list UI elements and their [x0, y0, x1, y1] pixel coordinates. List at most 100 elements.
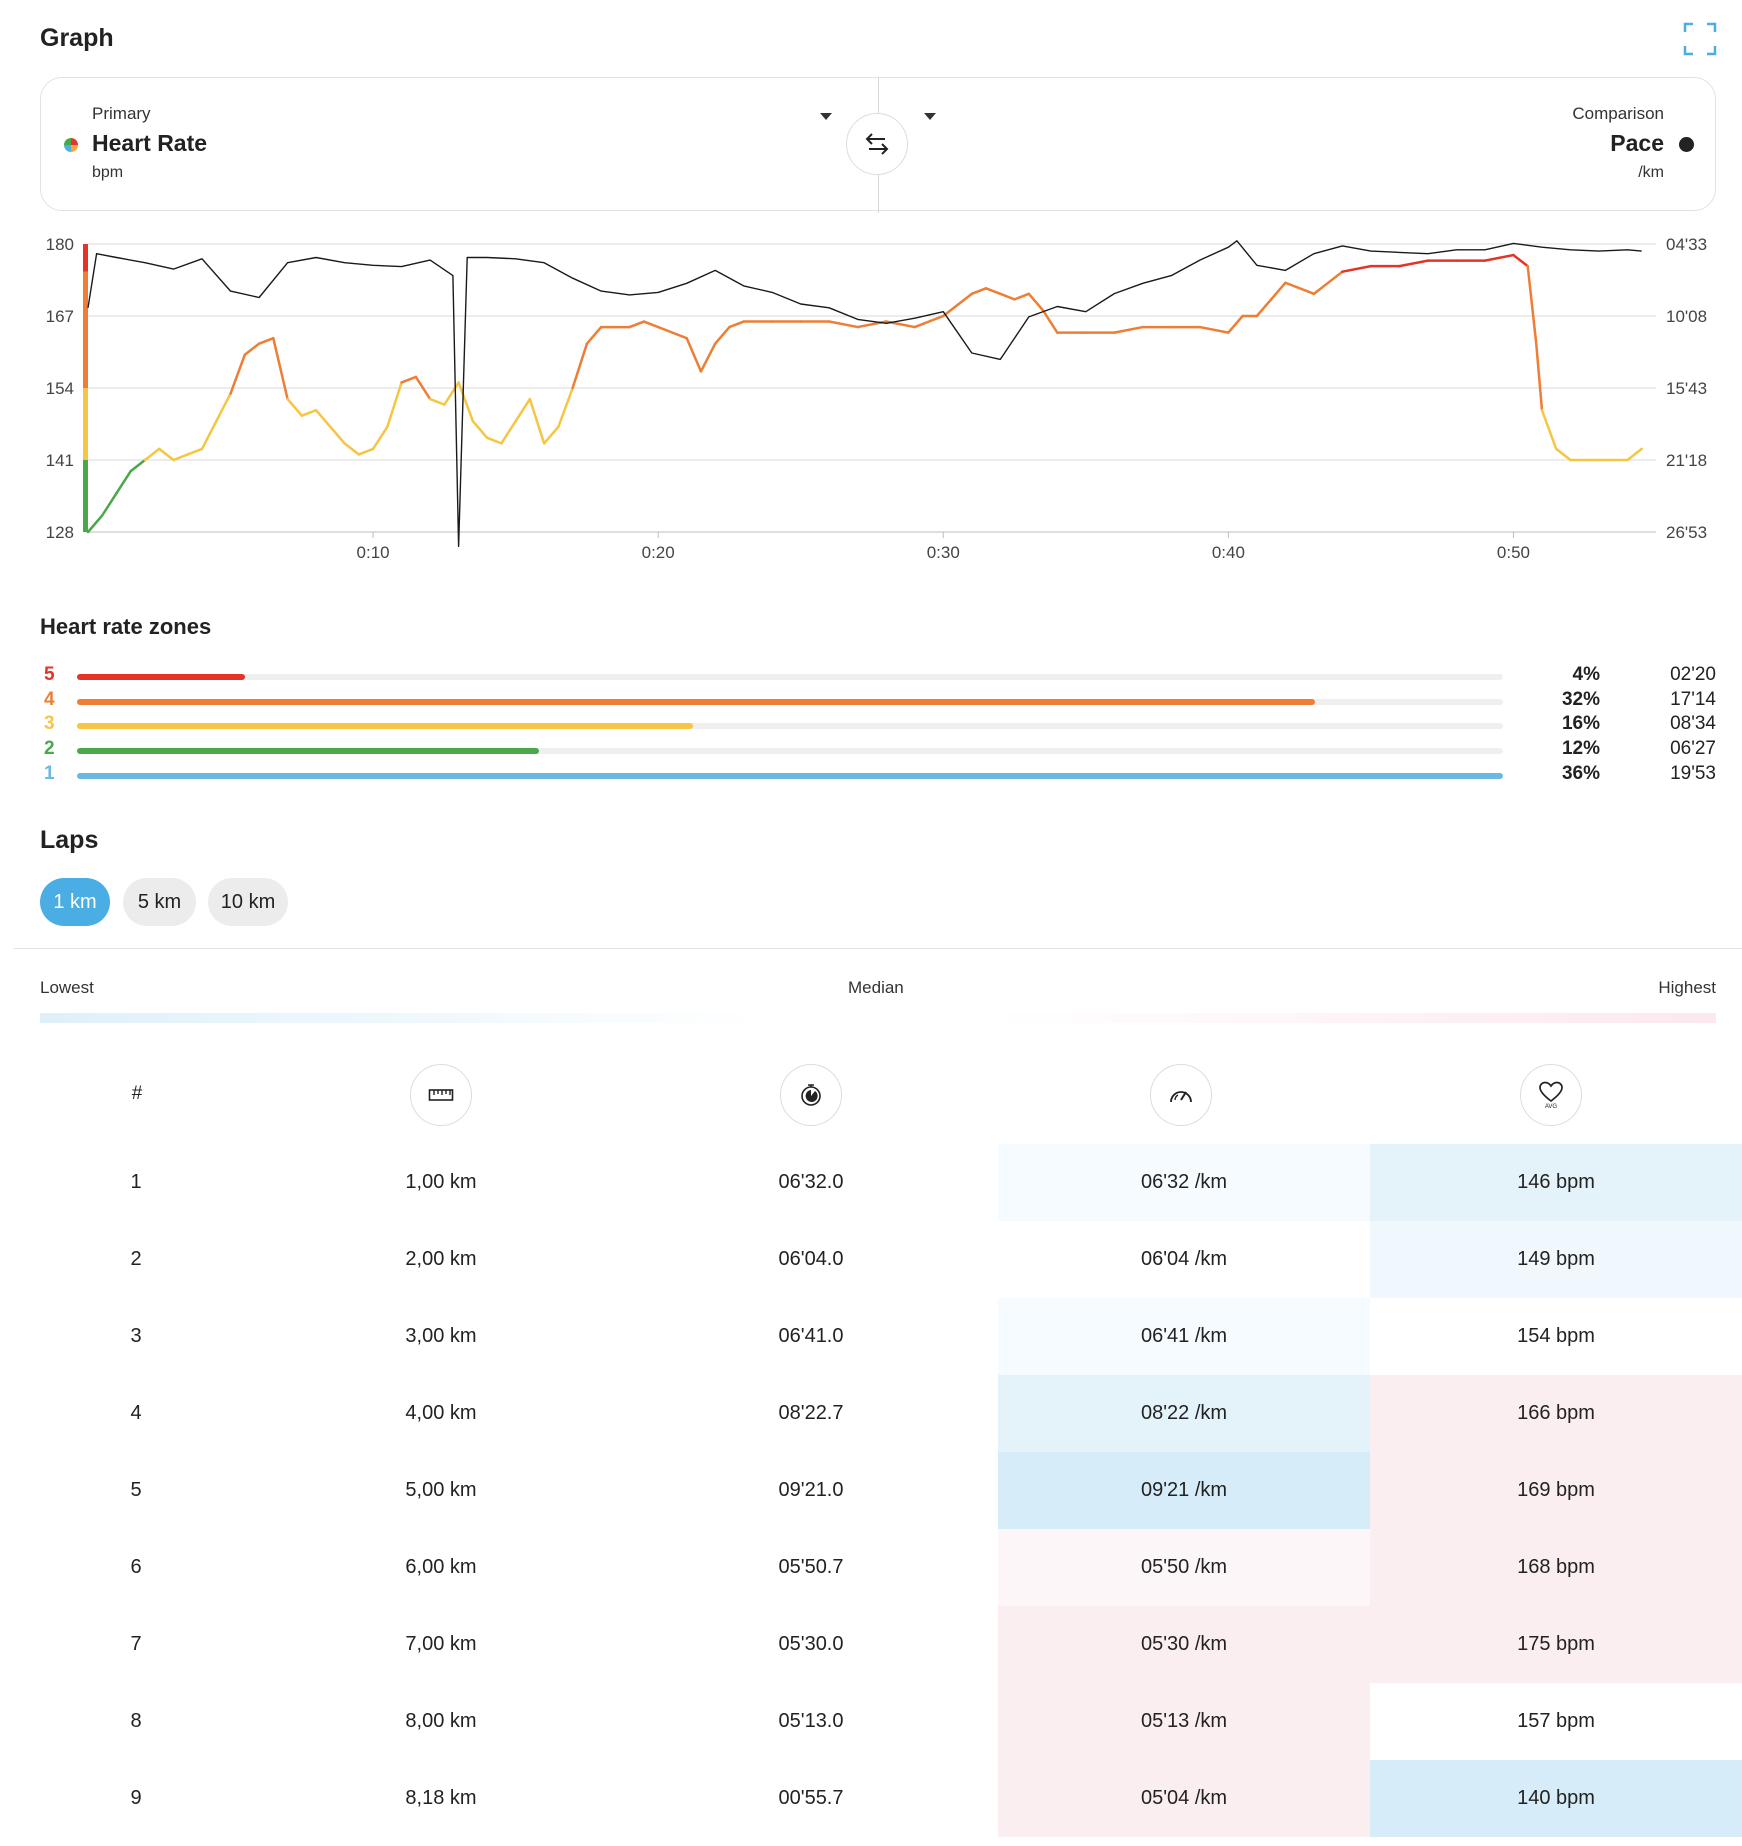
heart-rate-segment: [1227, 314, 1244, 334]
heart-rate-pace-chart[interactable]: 180 167 154 141 128 04'33 10'08 15'43 21'18 26'5…: [0, 228, 1742, 568]
lap-distance: 8,18 km: [405, 1787, 477, 1809]
lap-distance: 1,00 km: [405, 1171, 477, 1193]
zone-track: [77, 723, 1503, 730]
lap-distance: 6,00 km: [405, 1556, 477, 1578]
zone-duration: 17'14: [1670, 688, 1716, 710]
lap-pace: 05'50 /km: [998, 1529, 1370, 1606]
lap-number: 2: [130, 1248, 142, 1270]
lap-heart-rate: 149 bpm: [1370, 1221, 1742, 1298]
primary-dropdown-icon[interactable]: [820, 113, 832, 120]
zone-duration: 19'53: [1670, 762, 1716, 784]
legend-median: Median: [848, 978, 904, 997]
heart-rate-segment: [542, 425, 560, 445]
lap-pace: 05'04 /km: [998, 1760, 1370, 1837]
heart-rate-segment: [343, 442, 361, 456]
zone-number: 2: [44, 738, 55, 760]
heart-rate-segment: [428, 397, 446, 406]
lap-pace: 06'04 /km: [998, 1221, 1370, 1298]
x-tick-label: 0:40: [1212, 543, 1245, 562]
heart-rate-segment: [827, 320, 859, 329]
zone-row: 4 32% 17'14: [40, 689, 1716, 713]
heart-rate-column-button[interactable]: AVG: [1520, 1064, 1582, 1126]
table-row[interactable]: 9 8,18 km 00'55.7 05'04 /km 140 bpm: [0, 1760, 1742, 1837]
heart-rate-segment: [1398, 259, 1430, 268]
fullscreen-icon[interactable]: [1683, 22, 1717, 56]
comparison-metric[interactable]: Pace: [1610, 130, 1664, 156]
lap-number: 9: [130, 1787, 142, 1809]
swap-metrics-button[interactable]: [846, 113, 908, 175]
comparison-dropdown-icon[interactable]: [924, 113, 936, 120]
lap-duration: 06'32.0: [778, 1171, 844, 1193]
heart-avg-label: AVG: [1544, 1103, 1558, 1110]
heart-rate-segment: [272, 336, 289, 401]
lap-distance: 7,00 km: [405, 1633, 477, 1655]
graph-title: Graph: [40, 24, 114, 52]
zone-number: 3: [44, 713, 55, 735]
heart-rate-segment: [1554, 447, 1572, 462]
heart-rate-segment: [286, 397, 304, 417]
heart-rate-segment: [557, 386, 574, 429]
lap-number: 8: [130, 1710, 142, 1732]
heart-rate-segment: [913, 314, 945, 329]
heart-rate-segment: [215, 392, 232, 423]
distance-column-button[interactable]: [410, 1064, 472, 1126]
tab-5km[interactable]: 5 km: [123, 878, 196, 926]
heart-rate-segment: [200, 419, 218, 451]
zone-axis-segment: [83, 316, 88, 388]
lap-pace: 06'32 /km: [998, 1144, 1370, 1221]
lap-pace: 09'21 /km: [998, 1452, 1370, 1529]
heart-rate-segment: [371, 425, 389, 451]
heart-rate-segment: [1535, 342, 1544, 412]
zone-row: 1 36% 19'53: [40, 763, 1716, 787]
heart-rate-segment: [699, 342, 717, 373]
lap-number: 6: [130, 1556, 142, 1578]
primary-label: Primary: [92, 104, 151, 123]
table-row[interactable]: 6 6,00 km 05'50.7 05'50 /km 168 bpm: [0, 1529, 1742, 1606]
table-row[interactable]: 3 3,00 km 06'41.0 06'41 /km 154 bpm: [0, 1298, 1742, 1375]
table-row[interactable]: 1 1,00 km 06'32.0 06'32 /km 146 bpm: [0, 1144, 1742, 1221]
tab-1km[interactable]: 1 km: [40, 878, 110, 926]
lap-number: 4: [130, 1402, 142, 1424]
heart-rate-segment: [414, 375, 432, 401]
lap-heart-rate: 168 bpm: [1370, 1529, 1742, 1606]
heart-rate-segment: [329, 425, 346, 445]
zone-fill-bar: [77, 698, 1315, 705]
lap-distance: 8,00 km: [405, 1710, 477, 1732]
heart-rate-segment: [984, 287, 1002, 296]
heart-rate-segment: [1255, 298, 1273, 318]
zone-axis-segment: [83, 388, 88, 460]
zone-track: [77, 674, 1503, 680]
heart-rate-segment: [713, 325, 731, 345]
heart-rate-segment: [500, 419, 517, 445]
heart-rate-segment: [129, 458, 147, 473]
y-left-tick-label: 167: [46, 307, 74, 326]
heart-rate-segment: [1483, 253, 1515, 262]
table-row[interactable]: 4 4,00 km 08'22.7 08'22 /km 166 bpm: [0, 1375, 1742, 1452]
legend-highest: Highest: [1658, 978, 1716, 997]
table-row[interactable]: 2 2,00 km 06'04.0 06'04 /km 149 bpm: [0, 1221, 1742, 1298]
table-row[interactable]: 5 5,00 km 09'21.0 09'21 /km 169 bpm: [0, 1452, 1742, 1529]
pace-column-button[interactable]: [1150, 1064, 1212, 1126]
lap-duration: 06'41.0: [778, 1325, 844, 1347]
heart-rate-segment: [1512, 253, 1529, 268]
lap-number: 5: [130, 1479, 142, 1501]
duration-column-button[interactable]: [780, 1064, 842, 1126]
table-row[interactable]: 8 8,00 km 05'13.0 05'13 /km 157 bpm: [0, 1683, 1742, 1760]
heart-rate-segment: [314, 408, 332, 429]
y-right-tick-label: 26'53: [1666, 523, 1707, 542]
lap-number: 3: [130, 1325, 142, 1347]
lap-duration: 08'22.7: [778, 1402, 844, 1424]
heart-avg-icon: [1539, 1081, 1563, 1102]
heart-rate-segment: [1284, 281, 1316, 296]
heart-rate-segment: [1341, 264, 1373, 273]
zone-axis-segment: [83, 271, 88, 316]
zone-row: 5 4% 02'20: [40, 664, 1716, 688]
table-row[interactable]: 7 7,00 km 05'30.0 05'30 /km 175 bpm: [0, 1606, 1742, 1683]
tab-10km[interactable]: 10 km: [208, 878, 288, 926]
lap-duration: 05'50.7: [778, 1556, 844, 1578]
y-left-tick-label: 128: [46, 523, 74, 542]
primary-metric[interactable]: Heart Rate: [92, 130, 208, 156]
y-left-tick-label: 141: [46, 451, 74, 470]
zone-fill-bar: [77, 723, 694, 730]
zone-row: 2 12% 06'27: [40, 738, 1716, 762]
